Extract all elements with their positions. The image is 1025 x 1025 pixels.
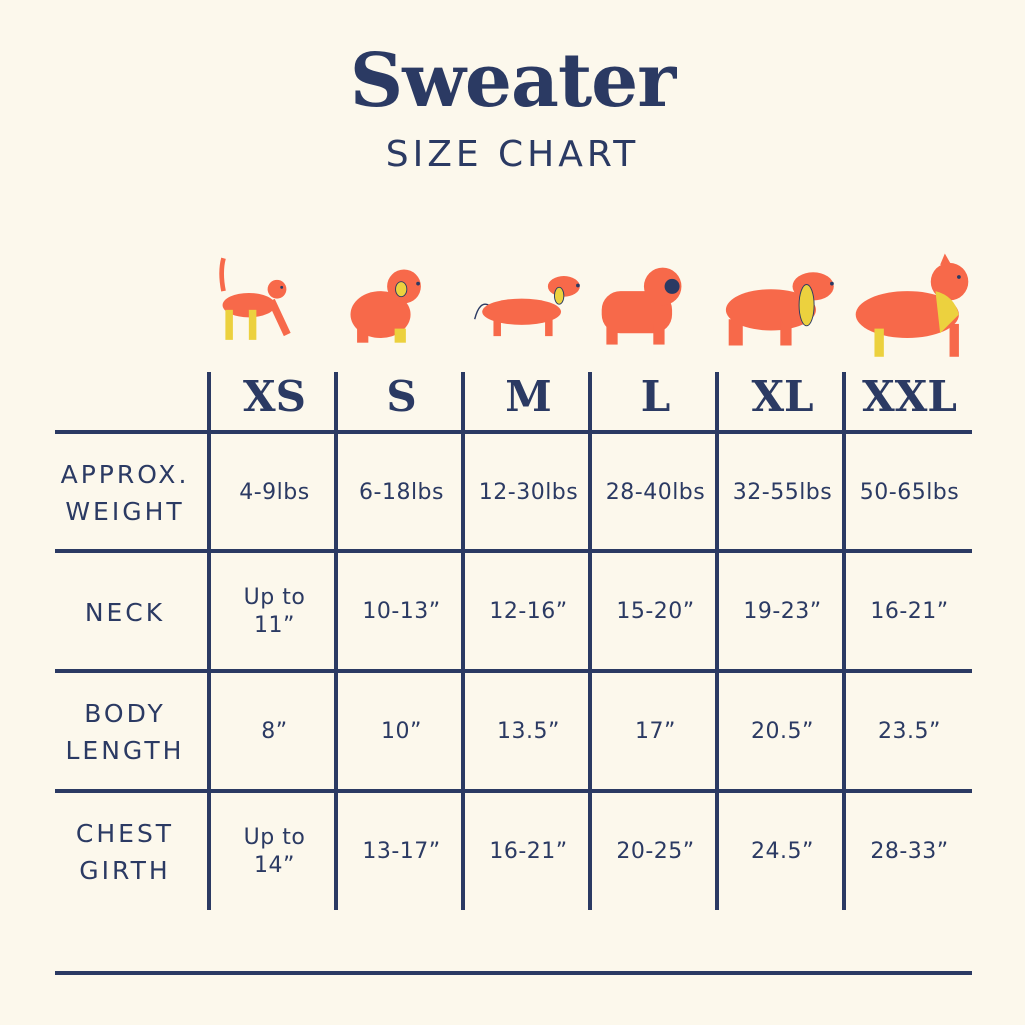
page-subtitle: SIZE CHART	[385, 134, 640, 175]
table-cell: 15-20”	[616, 599, 695, 624]
table-cell: 12-30lbs	[478, 479, 579, 505]
row-divider	[55, 430, 972, 434]
table-cell: 19-23”	[743, 599, 822, 624]
table-cell: 4-9lbs	[239, 479, 310, 505]
bottom-rule	[55, 971, 972, 975]
table-cell: 28-33”	[870, 838, 949, 864]
table-cell: 20.5”	[751, 719, 814, 744]
column-divider	[715, 372, 719, 910]
column-divider	[588, 372, 592, 910]
table-cell: Up to 11”	[243, 585, 306, 638]
row-label: NECK	[84, 597, 166, 627]
table-cell: 10-13”	[362, 599, 441, 624]
table-cell: 23.5”	[878, 719, 941, 744]
column-divider	[461, 372, 465, 910]
table-cell: 50-65lbs	[859, 479, 960, 505]
table-cell: 10”	[381, 719, 422, 744]
row-label: BODY LENGTH	[65, 699, 185, 765]
row-label: APPROX. WEIGHT	[60, 459, 190, 526]
table-cell: 16-21”	[489, 838, 568, 864]
table-cell: 16-21”	[870, 599, 949, 624]
collie-icon	[851, 250, 973, 365]
small-fluffy-dog-icon	[343, 250, 465, 365]
size-header-s: S	[386, 372, 417, 421]
table-cell: 12-16”	[489, 599, 568, 624]
size-header-m: M	[505, 372, 552, 421]
size-header-xl: XL	[751, 372, 814, 421]
pug-icon	[597, 250, 719, 365]
size-header-xxl: XXL	[862, 372, 957, 421]
table-cell: 32-55lbs	[732, 479, 833, 505]
table-cell: 24.5”	[751, 838, 814, 864]
table-cell: Up to 14”	[243, 824, 306, 878]
column-divider	[842, 372, 846, 910]
size-header-xs: XS	[243, 372, 306, 421]
table-cell: 6-18lbs	[359, 479, 444, 505]
spaniel-icon	[724, 250, 846, 365]
page-title: Sweater	[349, 38, 676, 124]
row-label: CHEST GIRTH	[75, 818, 175, 885]
column-divider	[334, 372, 338, 910]
dachshund-icon	[470, 250, 592, 365]
size-header-l: L	[640, 372, 671, 421]
table-cell: 28-40lbs	[605, 479, 706, 505]
table-cell: 13.5”	[497, 719, 560, 744]
cat-icon	[216, 250, 338, 365]
row-divider	[55, 669, 972, 673]
row-divider	[55, 789, 972, 793]
row-divider	[55, 549, 972, 553]
column-divider	[207, 372, 211, 910]
table-cell: 8”	[261, 719, 288, 744]
table-cell: 13-17”	[362, 838, 441, 864]
table-cell: 17”	[635, 719, 676, 744]
table-cell: 20-25”	[616, 838, 695, 864]
